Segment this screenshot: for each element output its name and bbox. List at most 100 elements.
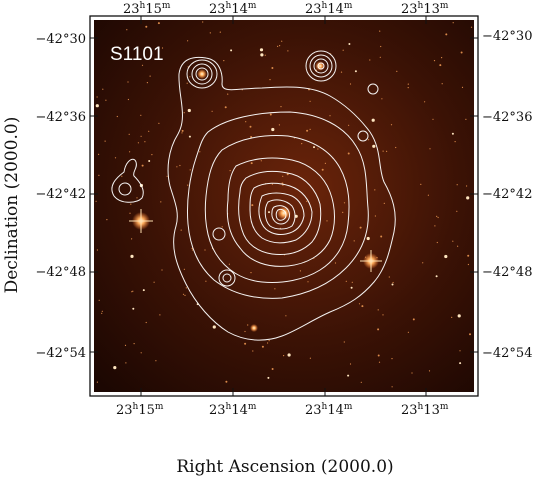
contour-overlay xyxy=(111,50,396,341)
dec-tick-label: −42°42 xyxy=(36,187,86,202)
star-speck xyxy=(467,263,469,266)
star-speck xyxy=(267,376,270,379)
star-speck xyxy=(113,366,117,370)
star-speck xyxy=(131,291,133,293)
star-speck xyxy=(191,247,193,249)
star-speck xyxy=(380,235,383,238)
star-speck xyxy=(395,146,397,149)
star-speck xyxy=(159,314,161,316)
star-speck xyxy=(454,141,456,143)
dec-tick-label: −42°48 xyxy=(482,265,532,280)
star-speck xyxy=(199,151,201,153)
star-speck xyxy=(271,368,274,370)
star-speck xyxy=(129,151,131,153)
star-speck xyxy=(379,56,381,58)
star-speck xyxy=(452,240,454,242)
star-speck xyxy=(102,88,104,90)
star-speck xyxy=(98,153,100,155)
star-speck xyxy=(391,386,393,388)
star-speck xyxy=(127,81,129,83)
star-speck xyxy=(361,305,364,308)
star-speck xyxy=(282,175,284,177)
star-speck xyxy=(181,132,183,134)
star-speck xyxy=(141,164,144,167)
star-speck xyxy=(187,108,191,113)
star-speck xyxy=(441,83,443,85)
star-speck xyxy=(369,59,371,61)
star-speck xyxy=(349,83,352,85)
star-speck xyxy=(465,118,467,120)
ra-tick-label: 23h14m xyxy=(305,1,353,17)
star-speck xyxy=(101,312,103,314)
star-speck xyxy=(183,268,185,270)
star-field xyxy=(95,21,473,388)
star-speck xyxy=(133,343,135,345)
star-speck xyxy=(140,114,142,116)
star-speck xyxy=(187,184,189,186)
star-speck xyxy=(381,98,383,100)
star-speck xyxy=(153,281,155,283)
star-speck xyxy=(161,269,163,271)
star-speck xyxy=(374,215,376,217)
star-speck xyxy=(280,106,282,108)
ra-tick-label: 23h15m xyxy=(116,402,164,418)
star-speck xyxy=(145,321,147,324)
star-speck xyxy=(268,340,270,342)
star-speck xyxy=(184,294,186,296)
star-speck xyxy=(360,381,362,383)
star-speck xyxy=(382,150,384,152)
star-speck xyxy=(98,174,100,176)
star-speck xyxy=(95,104,99,108)
dec-tick-label: −42°54 xyxy=(482,346,532,361)
star-speck xyxy=(358,303,361,305)
star-speck xyxy=(227,93,229,95)
star-speck xyxy=(182,293,185,295)
star-speck xyxy=(456,210,458,212)
star-speck xyxy=(186,82,188,84)
star-speck xyxy=(407,83,409,85)
star-speck xyxy=(132,290,134,292)
ra-ticks-top: 23h15m 23h14m 23h14m 23h13m xyxy=(123,1,449,17)
star-speck xyxy=(433,60,436,62)
star-speck xyxy=(136,197,138,199)
star-speck xyxy=(271,183,273,185)
star-speck xyxy=(179,164,181,167)
star-speck xyxy=(148,160,151,162)
star-speck xyxy=(306,129,309,132)
star-speck xyxy=(187,40,189,42)
star-speck xyxy=(204,249,206,251)
star-speck xyxy=(157,22,160,25)
dec-tick-label: −42°54 xyxy=(36,346,86,361)
star-speck xyxy=(252,350,254,352)
star-speck xyxy=(274,288,276,290)
star-speck xyxy=(351,281,353,283)
star-speck xyxy=(306,200,308,202)
star-speck xyxy=(128,133,130,135)
star-speck xyxy=(313,146,315,149)
star-speck xyxy=(189,76,191,78)
star-speck xyxy=(441,57,443,59)
star-speck xyxy=(228,263,230,265)
star-speck xyxy=(388,276,390,278)
star-speck xyxy=(391,358,393,360)
bright-star-left xyxy=(129,209,153,233)
star-speck xyxy=(125,362,127,364)
star-speck xyxy=(278,124,280,126)
star-speck xyxy=(180,229,182,231)
dec-tick-label: −42°30 xyxy=(482,29,532,44)
star-speck xyxy=(343,202,346,204)
star-speck xyxy=(437,216,439,219)
star-speck xyxy=(377,354,380,357)
star-speck xyxy=(251,204,254,207)
star-speck xyxy=(121,175,123,177)
star-speck xyxy=(345,280,347,282)
ra-ticks-bottom: 23h15m 23h14m 23h14m 23h13m xyxy=(116,402,449,418)
star-speck xyxy=(247,324,249,326)
star-speck xyxy=(98,299,100,301)
star-speck xyxy=(456,184,458,186)
star-speck xyxy=(219,31,221,33)
star-speck xyxy=(105,99,107,101)
star-speck xyxy=(347,374,350,377)
dec-tick-label: −42°36 xyxy=(482,110,532,125)
ra-tick-label: 23h13m xyxy=(401,402,449,418)
